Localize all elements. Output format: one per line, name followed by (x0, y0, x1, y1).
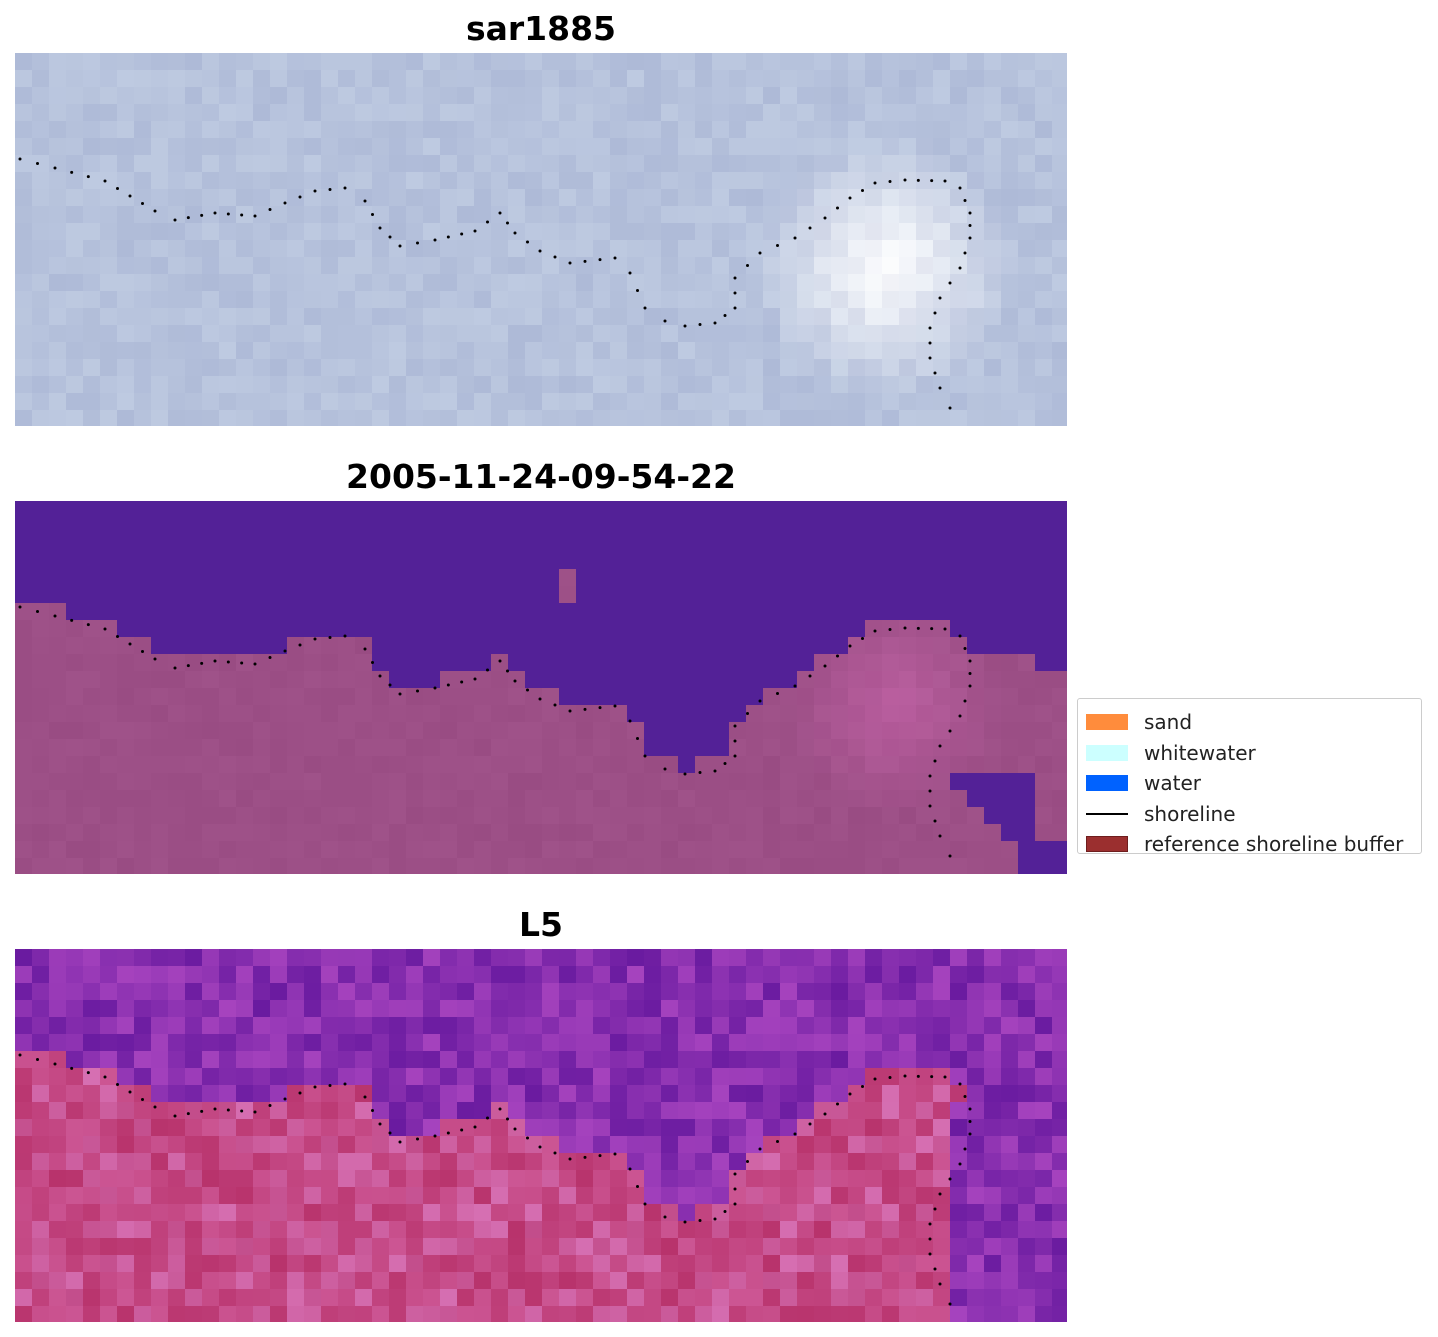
legend-label: reference shoreline buffer (1144, 832, 1404, 857)
legend-label: shoreline (1144, 801, 1236, 826)
sar-image (15, 53, 1067, 426)
legend-label: sand (1144, 710, 1193, 735)
classification-image (15, 501, 1067, 874)
legend-label: whitewater (1144, 740, 1256, 765)
panel-title-date: 2005-11-24-09-54-22 (346, 457, 736, 496)
whitewater-swatch (1086, 744, 1128, 761)
index-image (15, 949, 1067, 1322)
legend-item-water: water (1086, 768, 1421, 799)
sand-swatch (1086, 714, 1128, 731)
legend-item-sand: sand (1086, 707, 1421, 738)
sar-image-panel (15, 53, 1067, 426)
legend-label: water (1144, 771, 1201, 796)
legend: sand whitewater water shoreline referenc… (1077, 698, 1422, 856)
buffer-swatch (1086, 836, 1128, 853)
classification-panel (15, 501, 1067, 874)
panel-title-l5: L5 (519, 905, 563, 944)
legend-item-buffer: reference shoreline buffer (1086, 829, 1421, 860)
legend-item-shoreline: shoreline (1086, 799, 1421, 830)
water-swatch (1086, 775, 1128, 792)
shoreline-swatch (1086, 812, 1128, 815)
shoreline-dots (18, 605, 972, 858)
panel-title-sar: sar1885 (465, 9, 617, 48)
shoreline-dots (18, 157, 972, 410)
shoreline-dots (18, 1053, 972, 1306)
legend-item-whitewater: whitewater (1086, 738, 1421, 769)
index-panel (15, 949, 1067, 1322)
